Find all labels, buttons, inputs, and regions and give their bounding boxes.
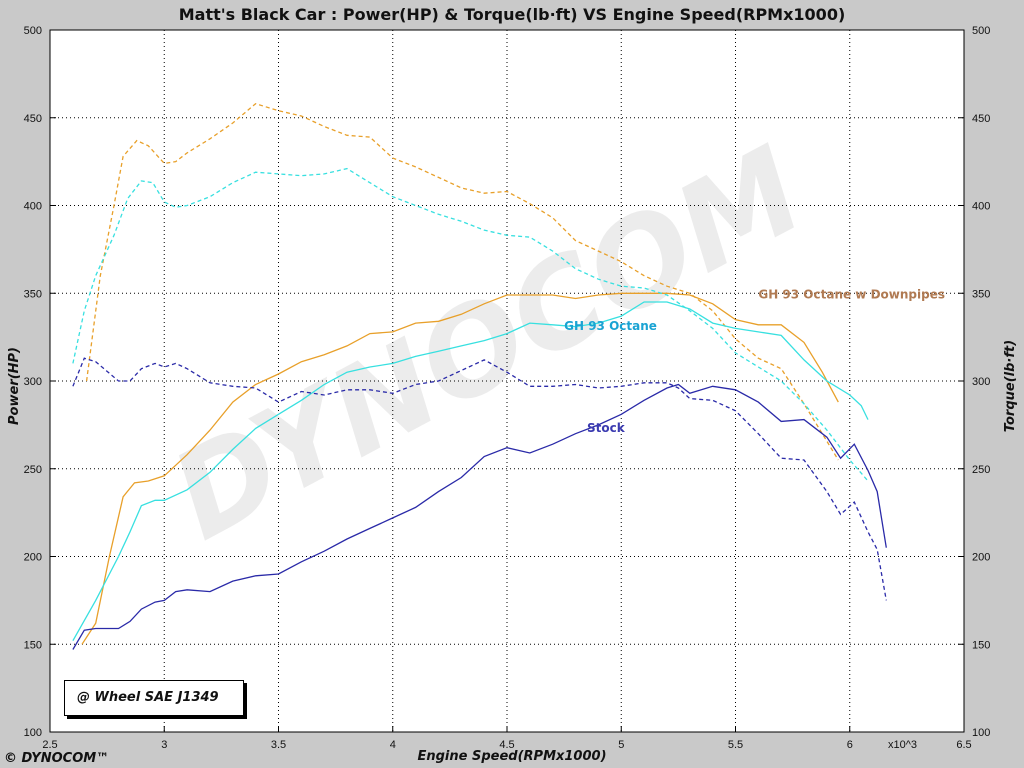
x-tick-label: 6.5 [956, 739, 971, 751]
series-power-line-1 [72, 301, 869, 642]
x-tick-label: 6 [847, 739, 853, 751]
series-label-1: GH 93 Octane [564, 319, 657, 333]
series-label-0: GH 93 Octane w Downpipes [758, 288, 945, 302]
y-ticks-right: 100 150 200 250 300 350 400 450 500 [958, 25, 990, 739]
y-ticks-left: 100 150 200 250 300 350 400 450 500 [24, 25, 56, 739]
x-multiplier-label: x10^3 [888, 739, 917, 751]
conditions-label: @ Wheel SAE J1349 [64, 680, 244, 716]
y-tick-label-left: 400 [24, 201, 42, 213]
x-tick-label: 4 [390, 739, 396, 751]
y-tick-label-right: 300 [972, 376, 990, 388]
y-tick-label-right: 150 [972, 639, 990, 651]
y-tick-label-left: 150 [24, 639, 42, 651]
series-torque-line-1 [72, 167, 869, 482]
y-axis-label-left: Power(HP) [7, 347, 22, 425]
series-labels: GH 93 Octane w Downpipes GH 93 Octane Stoc… [564, 288, 945, 435]
x-axis-label: Engine Speed(RPMx1000) [417, 749, 606, 764]
x-tick-label: 5.5 [728, 739, 743, 751]
grid [50, 30, 964, 732]
x-tick-label: 3.5 [271, 739, 286, 751]
series-lines [72, 102, 887, 650]
y-tick-label-left: 450 [24, 113, 42, 125]
y-tick-label-left: 100 [24, 727, 42, 739]
y-tick-label-right: 450 [972, 113, 990, 125]
y-tick-label-right: 500 [972, 25, 990, 37]
chart-title: Matt's Black Car : Power(HP) & Torque(lb… [179, 5, 846, 24]
series-torque-line-0 [85, 102, 839, 461]
y-tick-label-left: 250 [24, 464, 42, 476]
x-ticks: 2.5 3 3.5 4 4.5 5 5.5 6 6.5 [42, 726, 972, 751]
y-tick-label-right: 200 [972, 552, 990, 564]
y-tick-label-left: 350 [24, 288, 42, 300]
x-tick-label: 2.5 [42, 739, 57, 751]
y-tick-label-right: 250 [972, 464, 990, 476]
y-tick-label-left: 300 [24, 376, 42, 388]
y-tick-label-right: 400 [972, 201, 990, 213]
x-tick-label: 3 [161, 739, 167, 751]
x-tick-label: 5 [618, 739, 624, 751]
dynocom-brand: © DYNOCOM™ [4, 751, 109, 766]
series-torque-line-2 [72, 357, 887, 601]
y-axis-label-right: Torque(lb·ft) [1003, 340, 1018, 432]
y-tick-label-right: 100 [972, 727, 990, 739]
series-power-line-0 [81, 292, 839, 645]
y-tick-label-left: 200 [24, 552, 42, 564]
series-label-2: Stock [587, 421, 626, 435]
x-tick-label: 4.5 [499, 739, 514, 751]
y-tick-label-right: 350 [972, 288, 990, 300]
series-power-line-2 [72, 383, 887, 650]
y-tick-label-left: 500 [24, 25, 42, 37]
